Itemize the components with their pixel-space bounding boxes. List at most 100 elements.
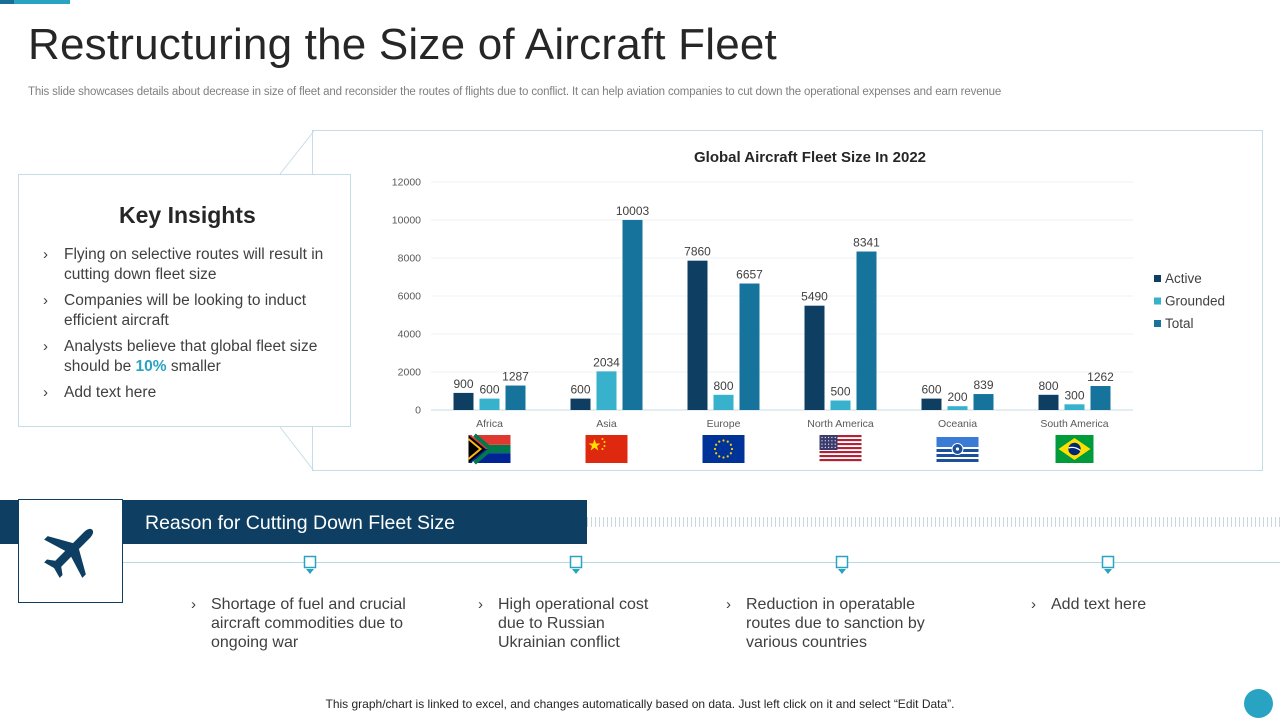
key-insights-list: › Flying on selective routes will result … (41, 245, 337, 410)
south-africa-flag (467, 433, 512, 465)
chevron-right-icon: › (43, 292, 48, 309)
bar-total (973, 394, 994, 410)
insight-item: › Flying on selective routes will result … (41, 245, 337, 284)
x-tick-label: Asia (596, 418, 617, 430)
bar-active (1038, 394, 1059, 410)
reason-item: › High operational cost due to Russian Uk… (478, 595, 674, 653)
footnote: This graph/chart is linked to excel, and… (325, 697, 955, 711)
legend-label: Grounded (1165, 294, 1225, 309)
reason-text: Add text here (1051, 596, 1147, 613)
y-tick-label: 2000 (398, 367, 422, 379)
insight-text: Add text here (64, 384, 157, 401)
data-label: 600 (479, 383, 499, 397)
data-label: 300 (1064, 388, 1084, 402)
data-label: 839 (973, 378, 993, 392)
legend-label: Total (1165, 316, 1194, 331)
timeline-line (123, 562, 1280, 563)
data-label: 900 (453, 377, 473, 391)
bar-grounded (713, 394, 734, 410)
insight-text: Companies will be looking to induct effi… (64, 292, 307, 329)
reason-item: › Add text here (1031, 595, 1231, 614)
y-tick-label: 12000 (392, 177, 421, 189)
data-label: 800 (1038, 379, 1058, 393)
insight-item: › Companies will be looking to induct eff… (41, 291, 337, 330)
bar-grounded (947, 406, 968, 410)
eu-flag (702, 435, 745, 463)
bar-active (804, 305, 825, 410)
x-tick-label: South America (1040, 418, 1108, 430)
legend-swatch (1154, 297, 1161, 305)
bar-grounded (1064, 404, 1085, 410)
legend-swatch (1154, 320, 1161, 327)
bar-active (453, 392, 474, 410)
corner-dot[interactable] (1244, 689, 1273, 718)
reason-text: Shortage of fuel and crucial aircraft co… (211, 596, 406, 652)
bar-grounded (596, 371, 617, 410)
chevron-right-icon: › (478, 596, 483, 613)
data-label: 5490 (801, 290, 828, 304)
key-insights-card: Key Insights › Flying on selective routes… (18, 174, 351, 427)
banner-hatch-divider (587, 517, 1280, 527)
bar-total (739, 283, 760, 410)
insight-highlight: 10% (135, 357, 167, 375)
bar-grounded (830, 400, 851, 410)
top-accent-bar-light (14, 0, 70, 4)
data-label: 500 (830, 385, 850, 399)
insight-item: › Add text here (41, 383, 337, 403)
x-tick-label: Europe (707, 418, 741, 430)
brazil-flag (1055, 435, 1094, 463)
bar-total (622, 219, 643, 410)
data-label: 6657 (736, 268, 763, 282)
y-tick-label: 6000 (398, 291, 422, 303)
insight-item: › Analysts believe that global fleet size… (41, 337, 337, 376)
bar-total (505, 385, 526, 410)
y-tick-label: 10000 (392, 215, 421, 227)
bar-active (921, 398, 942, 410)
insight-text-before: Analysts believe that global fleet size … (64, 338, 318, 375)
chevron-right-icon: › (1031, 596, 1036, 613)
insight-text-after: smaller (166, 357, 221, 375)
data-label: 600 (570, 383, 590, 397)
timeline-marker-icon (1101, 555, 1115, 574)
data-label: 10003 (616, 204, 650, 218)
china-flag (585, 435, 628, 463)
x-tick-label: Africa (476, 418, 503, 430)
chevron-right-icon: › (43, 246, 48, 263)
y-tick-label: 4000 (398, 329, 422, 341)
x-tick-label: North America (807, 418, 874, 430)
bar-total (1090, 386, 1111, 410)
reason-text: Reduction in operatable routes due to sa… (746, 596, 925, 652)
airplane-icon (44, 528, 94, 578)
oceania-flag (936, 435, 979, 463)
bar-grounded (479, 398, 500, 410)
reason-text: High operational cost due to Russian Ukr… (498, 596, 649, 652)
timeline-marker-icon (835, 555, 849, 574)
y-tick-label: 0 (415, 405, 421, 417)
data-label: 800 (713, 379, 733, 393)
chart-panel[interactable]: Global Aircraft Fleet Size In 2022 0 2000 4… (312, 130, 1263, 471)
reasons-banner-title: Reason for Cutting Down Fleet Size (145, 512, 455, 534)
airplane-icon-box (18, 499, 123, 603)
fleet-size-chart[interactable]: Global Aircraft Fleet Size In 2022 0 2000 4… (313, 131, 1264, 472)
chart-title: Global Aircraft Fleet Size In 2022 (694, 149, 926, 166)
top-accent-bar (0, 0, 14, 4)
page-subtitle: This slide showcases details about decre… (28, 86, 1002, 98)
data-label: 200 (947, 390, 967, 404)
page-title: Restructuring the Size of Aircraft Fleet (28, 20, 777, 69)
reason-item: › Reduction in operatable routes due to s… (726, 595, 956, 653)
chevron-right-icon: › (43, 384, 48, 401)
chevron-right-icon: › (726, 596, 731, 613)
timeline-marker-icon (303, 555, 317, 574)
legend-label: Active (1165, 271, 1202, 286)
bar-active (570, 398, 591, 410)
y-tick-label: 8000 (398, 253, 422, 265)
bar-active (687, 260, 708, 410)
timeline-marker-icon (569, 555, 583, 574)
reason-item: › Shortage of fuel and crucial aircraft c… (191, 595, 431, 653)
chevron-right-icon: › (43, 338, 48, 355)
data-label: 7860 (684, 245, 711, 259)
chevron-right-icon: › (191, 596, 196, 613)
data-label: 8341 (853, 236, 880, 250)
data-label: 1287 (502, 370, 529, 384)
